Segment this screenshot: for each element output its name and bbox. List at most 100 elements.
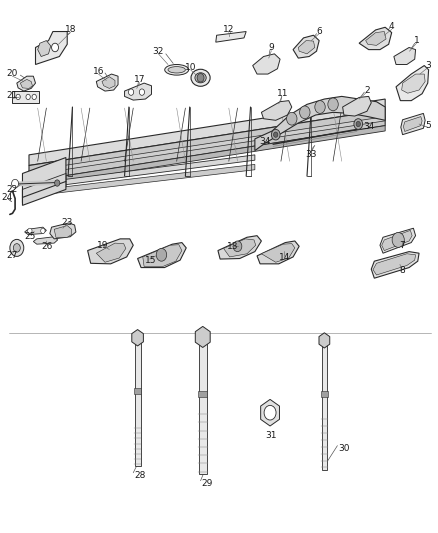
Text: 24: 24	[2, 193, 13, 202]
Polygon shape	[223, 239, 256, 257]
Text: 30: 30	[338, 444, 350, 453]
Polygon shape	[394, 47, 416, 64]
Text: 21: 21	[7, 91, 18, 100]
Polygon shape	[257, 241, 299, 264]
Text: 20: 20	[7, 69, 18, 78]
Polygon shape	[403, 117, 422, 132]
Circle shape	[32, 94, 36, 100]
Text: 22: 22	[7, 185, 18, 195]
Polygon shape	[380, 228, 416, 253]
Polygon shape	[366, 31, 386, 45]
Polygon shape	[293, 35, 319, 58]
Bar	[134, 341, 141, 466]
Polygon shape	[17, 76, 35, 91]
Polygon shape	[402, 74, 425, 93]
Text: 18: 18	[64, 26, 76, 35]
Polygon shape	[33, 237, 58, 244]
Circle shape	[264, 406, 276, 420]
Text: 13: 13	[227, 242, 239, 251]
Text: 34: 34	[364, 122, 375, 131]
Circle shape	[354, 119, 363, 130]
Circle shape	[356, 122, 360, 127]
Text: 8: 8	[400, 266, 406, 275]
Polygon shape	[29, 117, 385, 175]
Text: 12: 12	[223, 25, 234, 34]
Circle shape	[286, 112, 297, 125]
Text: 1: 1	[413, 36, 419, 45]
Bar	[321, 391, 328, 397]
Polygon shape	[29, 165, 255, 196]
Ellipse shape	[195, 72, 206, 83]
Polygon shape	[396, 66, 429, 101]
Polygon shape	[102, 77, 115, 88]
Polygon shape	[401, 114, 425, 135]
Bar	[134, 387, 141, 394]
Polygon shape	[50, 223, 76, 239]
Polygon shape	[25, 227, 46, 235]
Polygon shape	[29, 126, 385, 187]
Text: 26: 26	[42, 242, 53, 251]
Circle shape	[26, 94, 30, 100]
Ellipse shape	[191, 69, 210, 86]
Polygon shape	[261, 399, 279, 426]
Text: 34: 34	[259, 136, 271, 146]
Text: 10: 10	[185, 63, 196, 71]
Polygon shape	[343, 96, 371, 116]
Circle shape	[128, 89, 134, 95]
Circle shape	[328, 98, 338, 111]
Circle shape	[16, 94, 20, 100]
Circle shape	[300, 106, 310, 119]
Polygon shape	[132, 329, 143, 346]
Text: 19: 19	[97, 241, 109, 250]
Text: 17: 17	[134, 75, 145, 84]
Polygon shape	[29, 110, 385, 181]
Polygon shape	[218, 236, 261, 259]
Circle shape	[52, 43, 59, 52]
Text: 4: 4	[389, 22, 395, 31]
Polygon shape	[216, 31, 246, 42]
Bar	[321, 344, 327, 470]
Circle shape	[392, 232, 404, 247]
Polygon shape	[371, 252, 419, 278]
Text: 7: 7	[400, 241, 406, 250]
Polygon shape	[319, 333, 330, 348]
Text: 33: 33	[306, 150, 317, 159]
Text: 6: 6	[316, 27, 322, 36]
Bar	[12, 91, 39, 103]
Circle shape	[28, 228, 32, 233]
Polygon shape	[143, 245, 182, 266]
Circle shape	[13, 244, 20, 252]
Bar	[198, 391, 207, 397]
Polygon shape	[38, 41, 51, 56]
Ellipse shape	[165, 64, 189, 75]
Polygon shape	[29, 155, 255, 189]
Polygon shape	[54, 225, 71, 237]
Polygon shape	[29, 99, 385, 165]
Polygon shape	[255, 96, 385, 151]
Text: 31: 31	[265, 431, 277, 440]
Circle shape	[12, 179, 18, 188]
Polygon shape	[96, 243, 126, 262]
Text: 15: 15	[145, 256, 156, 264]
Polygon shape	[261, 244, 295, 262]
Text: 2: 2	[364, 85, 370, 94]
Circle shape	[197, 74, 204, 82]
Polygon shape	[96, 74, 118, 91]
Text: 5: 5	[425, 121, 431, 130]
Polygon shape	[253, 54, 280, 74]
Circle shape	[55, 180, 60, 186]
Polygon shape	[373, 254, 416, 275]
Polygon shape	[35, 31, 67, 64]
Circle shape	[10, 239, 24, 256]
Polygon shape	[381, 230, 412, 251]
Polygon shape	[22, 158, 66, 205]
Text: 16: 16	[93, 67, 104, 76]
Circle shape	[274, 132, 278, 138]
Polygon shape	[138, 243, 186, 268]
Polygon shape	[88, 239, 133, 264]
Polygon shape	[124, 83, 152, 100]
Polygon shape	[261, 101, 292, 120]
Text: 3: 3	[425, 61, 431, 70]
Text: 29: 29	[201, 479, 213, 488]
Ellipse shape	[168, 67, 185, 73]
